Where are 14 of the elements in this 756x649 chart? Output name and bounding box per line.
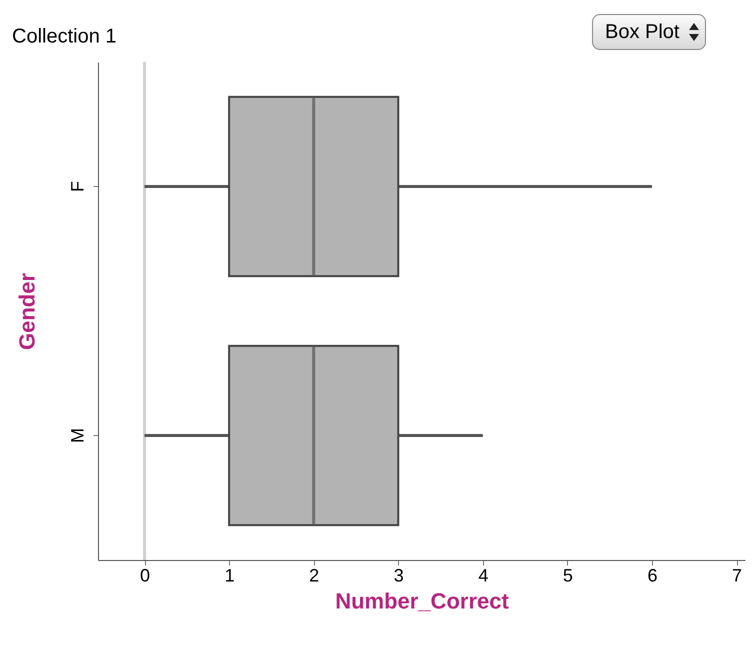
chart-title: Collection 1 xyxy=(12,26,117,48)
x-tick-label: 6 xyxy=(647,566,658,586)
x-tick-label: 0 xyxy=(140,566,150,586)
x-tick-label: 3 xyxy=(394,566,404,586)
x-tick-label: 1 xyxy=(224,566,235,586)
x-tick-label: 5 xyxy=(562,566,573,586)
dropdown: Box Plot xyxy=(592,14,706,50)
x-axis-title: Number_Correct xyxy=(335,588,510,614)
x-tick-label: 2 xyxy=(309,566,320,586)
y-tick-label: F xyxy=(68,181,88,192)
y-axis-title: Gender xyxy=(14,272,40,350)
x-tick-label: 4 xyxy=(478,566,488,586)
x-tick-label: 7 xyxy=(732,566,742,586)
y-tick-label: M xyxy=(68,428,88,443)
